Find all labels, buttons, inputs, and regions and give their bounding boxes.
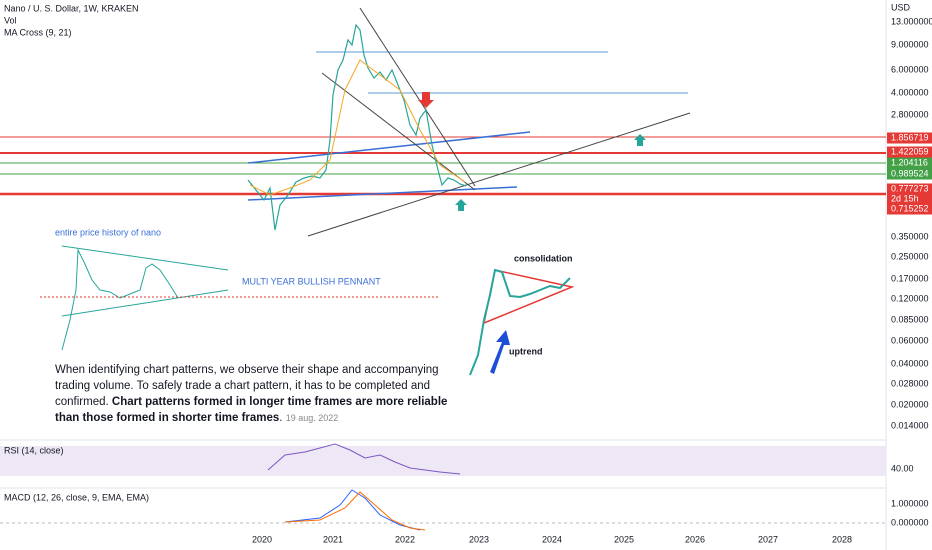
rsi-band bbox=[0, 446, 886, 476]
rsi-line bbox=[267, 443, 461, 475]
price-badge bbox=[887, 157, 932, 169]
buy-arrow bbox=[455, 199, 467, 211]
time-label: 2022 bbox=[395, 534, 415, 544]
time-label: 2025 bbox=[614, 534, 634, 544]
trend-line bbox=[359, 7, 476, 187]
note-text: . bbox=[279, 412, 283, 424]
price-badge-label: 1.422059 bbox=[891, 146, 929, 156]
annotation: consolidation bbox=[514, 253, 573, 263]
price-badge bbox=[887, 132, 932, 144]
macd-line bbox=[284, 489, 421, 531]
title: Nano / U. S. Dollar, 1W, KRAKEN bbox=[4, 3, 139, 13]
price-label: 0.170000 bbox=[891, 273, 929, 283]
axis-label: 0.000000 bbox=[891, 517, 929, 527]
time-label: 2026 bbox=[685, 534, 705, 544]
inset-line bbox=[61, 289, 229, 317]
price-label: 0.060000 bbox=[891, 335, 929, 345]
price-label: 4.000000 bbox=[891, 87, 929, 97]
price-badge bbox=[887, 193, 932, 205]
trend-line bbox=[321, 72, 476, 191]
price-badge-label: 0.989524 bbox=[891, 168, 929, 178]
indicator-label: RSI (14, close) bbox=[4, 445, 64, 455]
indicator: Vol bbox=[4, 15, 17, 25]
price-label: 0.350000 bbox=[891, 231, 929, 241]
sell-arrow bbox=[418, 92, 434, 108]
price-label: 0.020000 bbox=[891, 399, 929, 409]
price-badge-label: 0.777273 bbox=[891, 183, 929, 193]
note-date: 19 aug. 2022 bbox=[285, 413, 339, 423]
note: When identifying chart patterns, we obse… bbox=[55, 362, 450, 426]
price-label: 0.014000 bbox=[891, 420, 929, 430]
price-label: 0.120000 bbox=[891, 293, 929, 303]
time-label: 2020 bbox=[252, 534, 272, 544]
inset-price bbox=[61, 248, 179, 351]
time-label: 2027 bbox=[758, 534, 778, 544]
price-label: 0.028000 bbox=[891, 378, 929, 388]
trend-line bbox=[247, 186, 518, 201]
price-label: 0.040000 bbox=[891, 358, 929, 368]
price-label: 0.250000 bbox=[891, 251, 929, 261]
uptrend-arrow bbox=[490, 330, 510, 374]
ma-line bbox=[249, 59, 466, 196]
price-label: 9.000000 bbox=[891, 39, 929, 49]
price-label: 13.000000 bbox=[891, 16, 932, 26]
signal-line bbox=[284, 491, 426, 531]
price-badge bbox=[887, 168, 932, 180]
inset-line bbox=[61, 245, 229, 271]
indicator-label: MACD (12, 26, close, 9, EMA, EMA) bbox=[4, 492, 149, 502]
axis-label: 40.00 bbox=[891, 463, 914, 473]
price-badge bbox=[887, 146, 932, 158]
time-label: 2023 bbox=[469, 534, 489, 544]
price-label: 6.000000 bbox=[891, 64, 929, 74]
note-text: When identifying chart patterns, we obse… bbox=[55, 364, 439, 408]
time-label: 2028 bbox=[832, 534, 852, 544]
time-label: 2024 bbox=[542, 534, 562, 544]
trend-line bbox=[247, 131, 531, 164]
price-badge-label: 1.204116 bbox=[891, 157, 928, 167]
price-line bbox=[247, 23, 467, 231]
price-label: 2.800000 bbox=[891, 109, 929, 119]
price-badge-label: 0.715252 bbox=[891, 203, 929, 213]
price-badge bbox=[887, 203, 932, 215]
price-label: 0.085000 bbox=[891, 314, 929, 324]
currency: USD bbox=[891, 2, 911, 12]
time-label: 2021 bbox=[323, 534, 343, 544]
indicator: MA Cross (9, 21) bbox=[4, 27, 72, 37]
annotation: entire price history of nano bbox=[55, 227, 161, 237]
annotation: MULTI YEAR BULLISH PENNANT bbox=[242, 276, 381, 286]
triangle bbox=[482, 269, 575, 325]
axis-label: 1.000000 bbox=[891, 498, 929, 508]
buy-arrow bbox=[634, 134, 646, 146]
trend-line bbox=[307, 112, 691, 237]
note-bold: Chart patterns formed in longer time fra… bbox=[55, 396, 448, 424]
price-badge bbox=[887, 183, 932, 195]
price-badge-label: 2d 15h bbox=[891, 193, 919, 203]
consolidation-price bbox=[469, 268, 571, 376]
price-badge-label: 1.856719 bbox=[891, 132, 929, 142]
annotation: uptrend bbox=[509, 346, 543, 356]
